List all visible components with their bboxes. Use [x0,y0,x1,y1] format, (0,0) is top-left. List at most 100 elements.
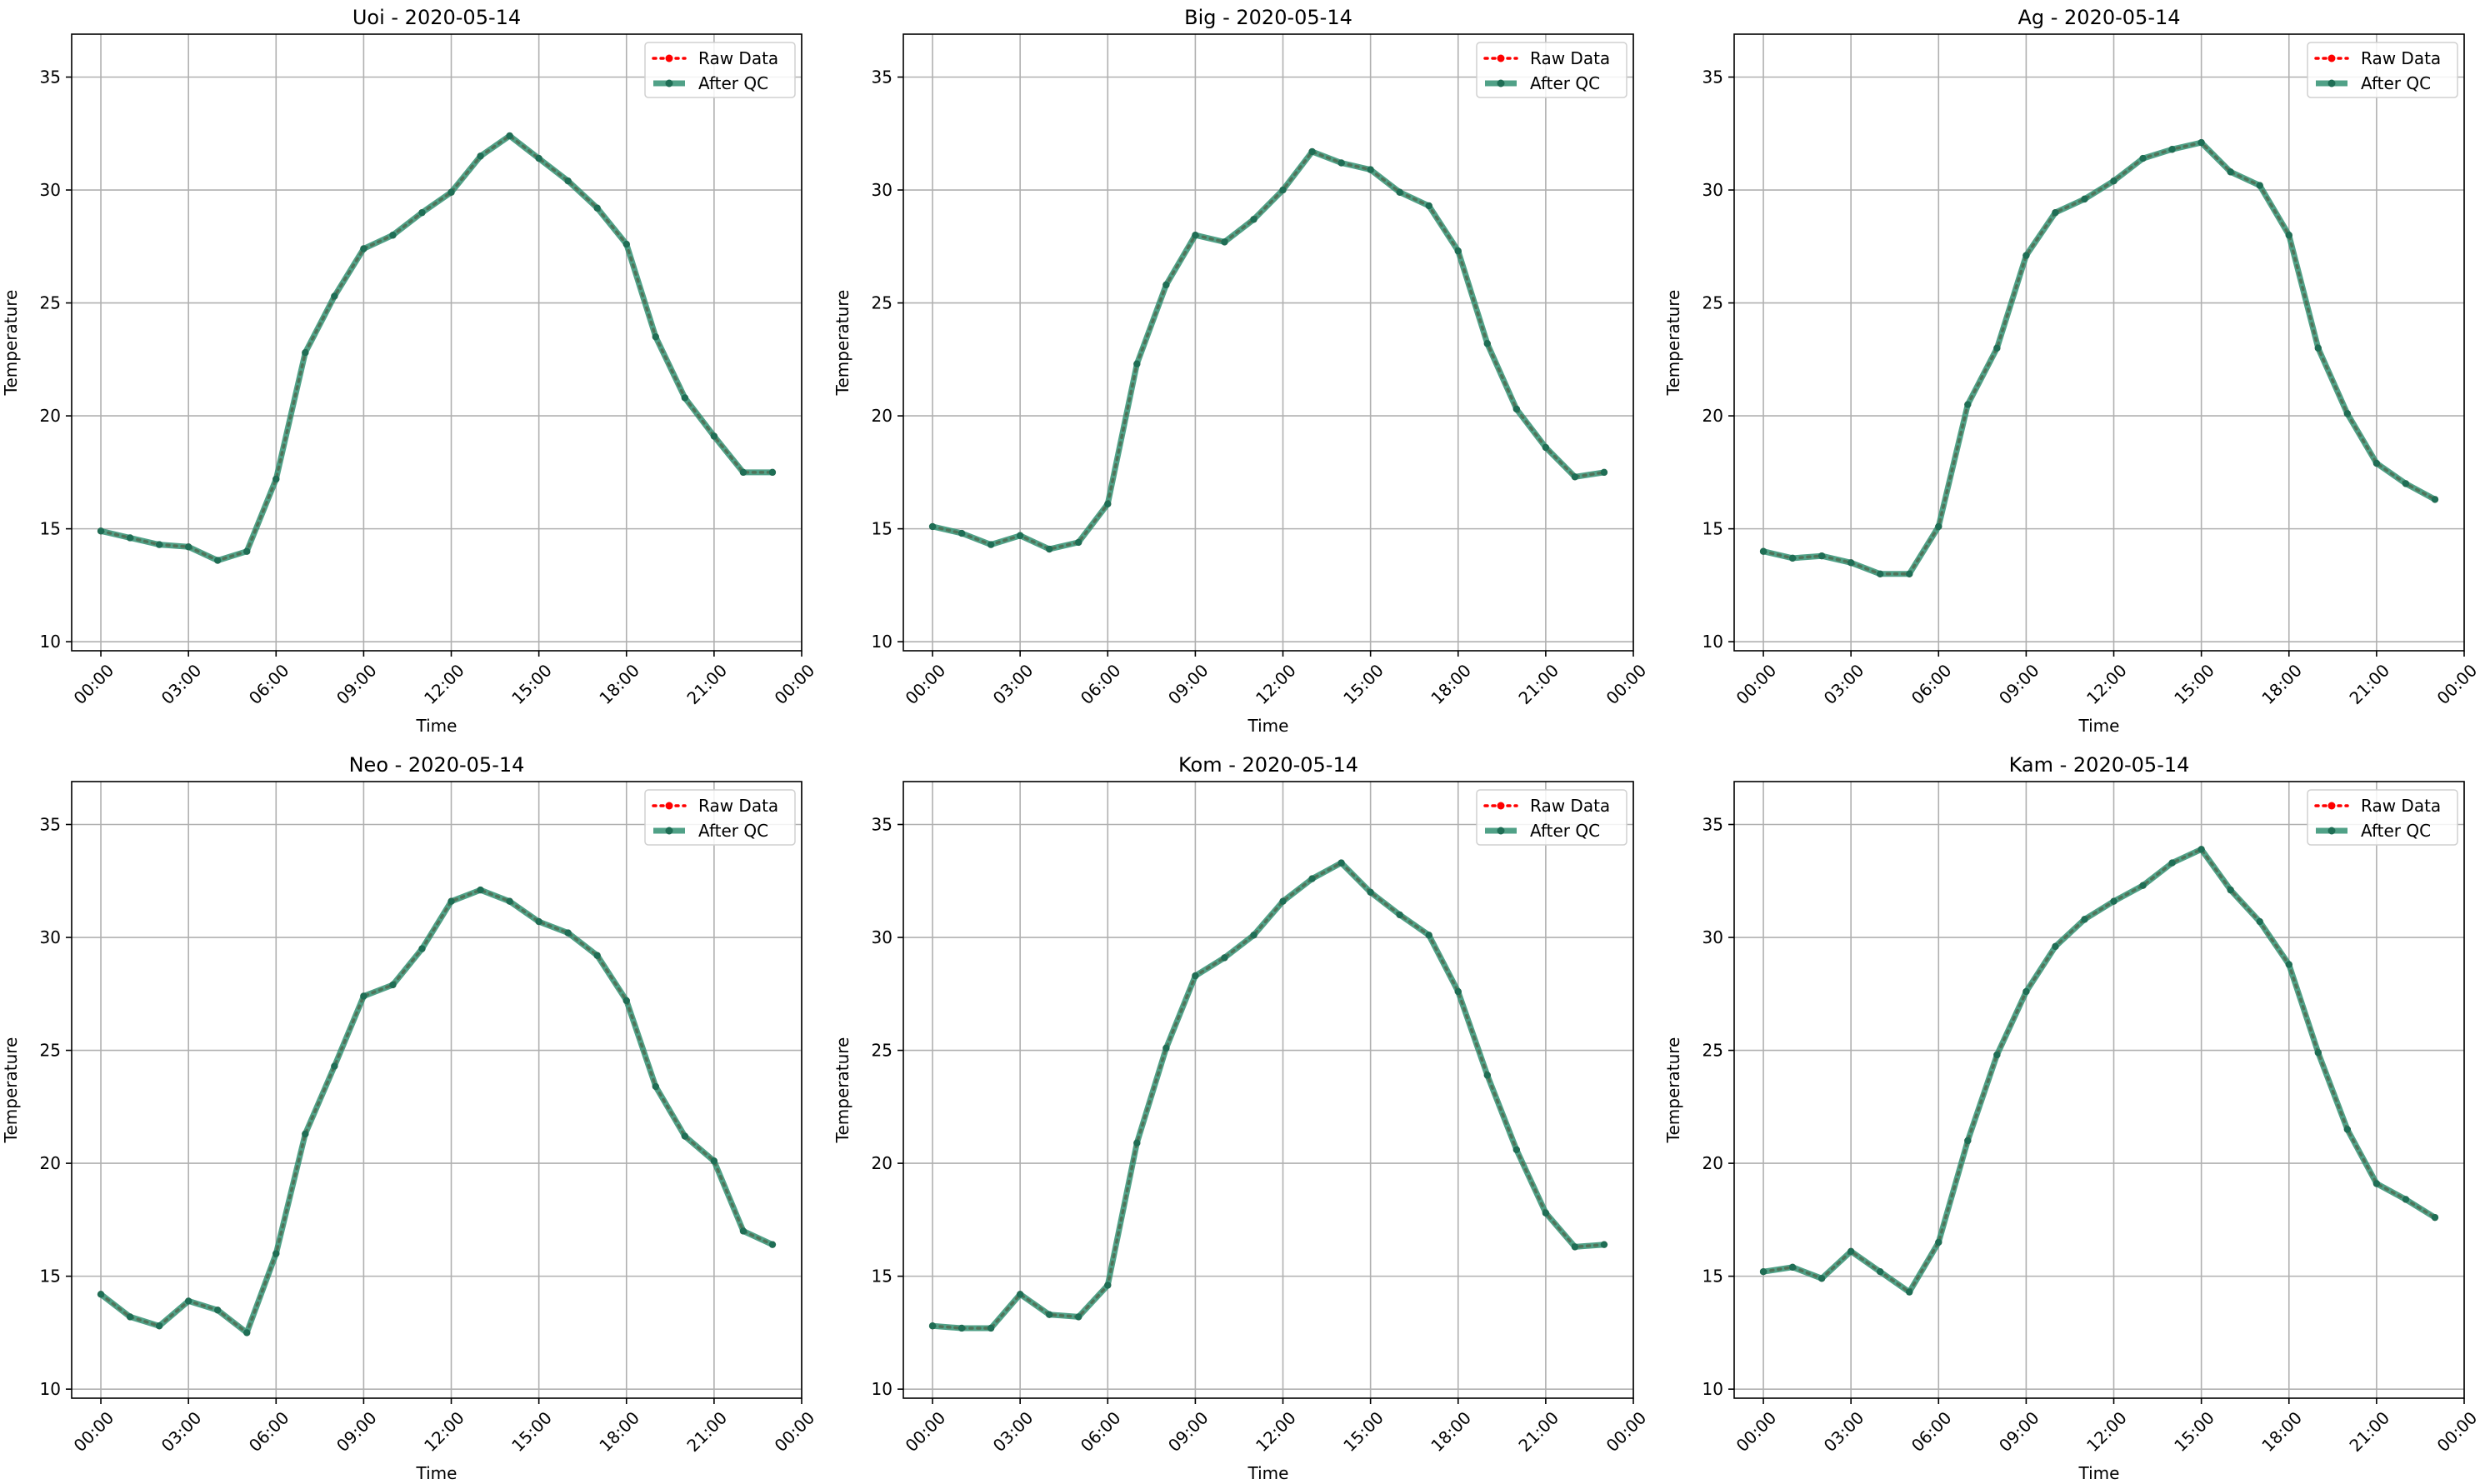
x-axis-label: Time [2078,716,2120,736]
x-tick-label: 09:00 [332,660,381,708]
legend-raw-marker [2328,802,2336,810]
x-tick-label: 09:00 [1164,660,1212,708]
series-qc-point [958,529,966,537]
legend-qc-marker [1497,79,1505,87]
legend-label: After QC [2361,821,2431,841]
legend-label: After QC [2361,73,2431,93]
subplot-title: Uoi - 2020-05-14 [352,6,521,29]
series-qc-point [2285,232,2292,239]
series-qc-point [1396,188,1403,196]
plot-frame [902,33,1634,652]
series-raw-line [931,861,1606,1330]
subplot-3: 10 15 20 25 30 35 00:00 03:00 06:00 09:00 12:00 15:… [1,753,818,1483]
series-qc-point [1759,1268,1768,1276]
series-qc-point [768,1241,777,1248]
series-qc-point [2168,146,2176,153]
series-qc-point [97,527,105,535]
y-tick-label: 35 [40,67,61,87]
subplot-title: Big - 2020-05-14 [1184,6,1352,29]
series-qc-point [214,1307,222,1314]
series-qc-point [652,333,659,341]
x-tick-label: 06:00 [1077,660,1125,708]
x-tick-label: 06:00 [1908,660,1956,708]
y-tick-label: 15 [1702,1267,1723,1287]
series-qc-point [155,541,163,548]
legend-qc-marker [665,827,673,835]
series-qc-point [1993,344,2001,352]
series-qc-point [1104,500,1112,508]
series-qc-point [1906,570,1913,578]
series-qc-point [593,204,601,212]
series-qc-point [1075,538,1082,547]
series-qc-point [2139,154,2147,162]
y-tick-label: 30 [1702,180,1723,200]
y-tick-label: 25 [1702,293,1723,313]
subplot-2: 10 15 20 25 30 35 00:00 03:00 06:00 09:00 12:00 15:… [1663,6,2481,736]
series-qc-point [593,952,601,959]
legend-label: Raw Data [2361,796,2441,816]
subplot-title: Kom - 2020-05-14 [1178,753,1358,777]
series-qc-point [681,394,689,402]
series-qc-point [1964,401,1972,408]
x-axis-label: Time [416,1463,458,1483]
series-qc-point [389,981,397,989]
series-qc-line [932,148,1605,552]
series-qc-point [2431,496,2439,503]
y-tick-label: 30 [872,927,892,947]
series-qc-point [1935,1238,1942,1247]
legend-qc-marker [665,79,673,87]
series-qc-point [681,1132,689,1140]
x-tick-label: 00:00 [1602,660,1651,708]
x-tick-label: 03:00 [989,1407,1038,1456]
y-tick-label: 35 [1702,67,1723,87]
x-tick-label: 15:00 [2170,660,2218,708]
y-tick-label: 25 [40,1041,61,1061]
x-tick-label: 00:00 [70,660,118,708]
x-tick-label: 18:00 [2258,660,2306,708]
plot-frame [1733,781,2465,1399]
series-qc-point [360,992,368,1000]
series-qc-point [1338,859,1345,867]
series-qc-point [477,152,484,160]
series-qc-point [2372,1180,2381,1187]
legend-raw-marker [1497,802,1505,810]
series-qc-point [1425,202,1432,210]
legend-label: After QC [698,821,768,841]
series-qc-point [126,1313,134,1321]
x-tick-label: 00:00 [902,1407,950,1456]
series-qc-point [1046,545,1053,553]
x-tick-label: 03:00 [158,660,206,708]
series-qc-point [2110,897,2118,905]
y-tick-label: 35 [40,815,61,835]
y-tick-label: 15 [40,519,61,539]
y-tick-label: 15 [1702,519,1723,539]
x-tick-label: 06:00 [245,660,293,708]
series-qc-point [418,945,426,952]
plot-frame [902,781,1634,1399]
series-qc-point [2110,177,2118,185]
series-qc-point [535,917,542,926]
series-qc-point [1818,552,1826,560]
series-qc-point [1454,247,1462,255]
series-qc-point [1338,159,1345,167]
x-tick-label: 00:00 [771,1407,819,1456]
legend-qc-marker [2328,827,2336,835]
y-axis-label: Temperature [832,290,852,397]
series-qc-point [97,1291,105,1298]
series-qc-point [710,432,718,440]
x-tick-label: 09:00 [1164,1407,1212,1456]
series-qc-point [418,208,426,217]
series-qc-point [1396,911,1403,919]
series-qc-point [2227,168,2234,176]
x-tick-label: 21:00 [2345,660,2393,708]
series-qc-point [1512,405,1521,413]
series-qc-point [739,1227,748,1235]
series-qc-point [1016,1291,1024,1298]
y-tick-label: 10 [40,632,61,652]
series-raw-line [1762,847,2437,1295]
series-qc-point [2372,459,2381,467]
series-qc-point [2343,410,2352,417]
x-tick-label: 06:00 [1908,1407,1956,1456]
subplot-1: 10 15 20 25 30 35 00:00 03:00 06:00 09:00 12:00 15:… [832,6,1650,736]
